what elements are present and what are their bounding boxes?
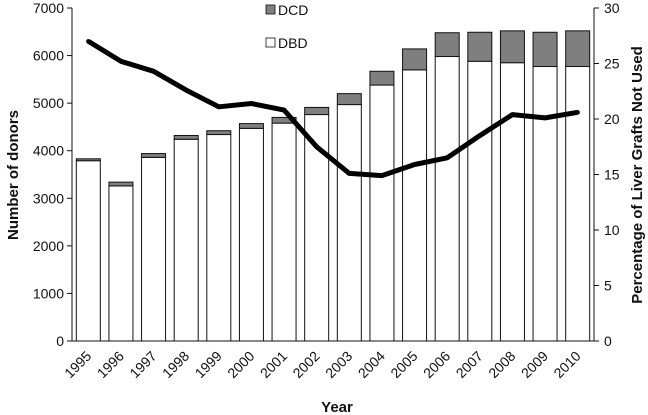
x-tick-label-2004: 2004: [355, 348, 388, 381]
bar-dbd-2007: [467, 60, 493, 342]
bar-dcd-2002: [304, 106, 330, 116]
bar-dbd-2008: [499, 62, 525, 342]
bar-dcd-2003: [336, 93, 362, 106]
bar-dbd-2010: [565, 66, 591, 342]
y-tick-label-1000: 1000: [33, 285, 64, 301]
bar-dcd-2008: [499, 30, 525, 64]
line-point-2004: [379, 173, 385, 178]
y-right-tick-label-0: 0: [604, 333, 612, 349]
line-point-2005: [412, 162, 417, 167]
x-tick-label-1999: 1999: [192, 348, 225, 381]
y-tick-label-7000: 7000: [33, 0, 64, 16]
y-right-tick-label-5: 5: [604, 278, 612, 294]
bar-dbd-1996: [108, 185, 134, 342]
x-tick-label-2002: 2002: [289, 348, 322, 381]
line-point-2002: [314, 144, 319, 149]
bar-dcd-1998: [173, 134, 199, 140]
bar-dcd-2009: [532, 31, 558, 68]
y-tick-label-6000: 6000: [33, 48, 64, 64]
line-point-2010: [575, 110, 580, 115]
x-tick-label-1998: 1998: [159, 348, 192, 381]
line-point-2006: [444, 155, 450, 161]
bar-dbd-1997: [141, 156, 167, 342]
line-point-1999: [216, 104, 222, 109]
x-tick-label-2008: 2008: [485, 348, 518, 381]
y-right-tick-label-25: 25: [604, 56, 620, 72]
y-tick-label-5000: 5000: [33, 95, 64, 111]
line-point-1996: [118, 59, 124, 64]
y-axis-right-title: Percentage of Liver Grafts Not Used: [629, 46, 646, 304]
line-point-2000: [249, 101, 254, 106]
y-tick-label-0: 0: [56, 333, 64, 349]
legend-label-dbd: DBD: [278, 35, 308, 51]
bar-dcd-1999: [206, 130, 232, 136]
x-tick-label-2000: 2000: [224, 348, 257, 381]
x-tick-label-1996: 1996: [94, 348, 127, 381]
bar-dbd-1995: [75, 160, 101, 342]
bar-dbd-2006: [434, 56, 460, 342]
bar-dcd-2007: [467, 31, 493, 62]
x-tick-label-2003: 2003: [322, 348, 355, 381]
y-tick-label-4000: 4000: [33, 143, 64, 159]
y-tick-label-3000: 3000: [33, 190, 64, 206]
line-point-2008: [510, 112, 515, 117]
y-right-tick-label-30: 30: [604, 0, 620, 16]
x-tick-label-2009: 2009: [518, 348, 551, 381]
plot-area: 0 1000 2000 3000 4000 5000 6000 7000 0 5 10 15 20 25 3…: [33, 0, 620, 381]
line-point-2007: [477, 133, 483, 138]
line-point-2009: [542, 115, 548, 121]
bar-dbd-1999: [206, 134, 232, 342]
line-point-1998: [183, 87, 189, 93]
legend-label-dcd: DCD: [278, 2, 308, 18]
bar-dcd-2000: [238, 123, 264, 129]
bar-dcd-1995: [75, 158, 101, 162]
bar-dcd-2004: [369, 70, 395, 86]
y-right-tick-label-20: 20: [604, 111, 620, 127]
legend: DCD DBD: [265, 2, 308, 51]
x-tick-label-2006: 2006: [420, 348, 453, 381]
line-point-1995: [86, 39, 91, 44]
x-tick-label-2010: 2010: [550, 348, 583, 381]
bar-dbd-2000: [238, 127, 264, 342]
x-tick-label-1995: 1995: [61, 348, 94, 381]
bar-dbd-2005: [402, 69, 428, 342]
bar-dcd-1996: [108, 181, 134, 187]
bar-dbd-1998: [173, 138, 199, 342]
bar-dcd-1997: [141, 153, 167, 158]
x-tick-label-2007: 2007: [453, 348, 486, 381]
line-point-2001: [281, 107, 287, 113]
bar-dcd-2010: [565, 30, 591, 68]
bar-dbd-2003: [336, 104, 362, 342]
line-point-1997: [151, 69, 156, 74]
y-tick-label-2000: 2000: [33, 238, 64, 254]
legend-swatch-dcd: [265, 4, 276, 15]
x-tick-label-2005: 2005: [387, 348, 420, 381]
bar-dcd-2006: [434, 32, 460, 58]
line-point-2003: [347, 171, 352, 176]
bar-dbd-2009: [532, 66, 558, 342]
x-tick-label-2001: 2001: [257, 348, 290, 381]
bar-dbd-2004: [369, 84, 395, 342]
bar-dcd-2005: [402, 48, 428, 71]
x-tick-label-1997: 1997: [126, 348, 159, 381]
y-right-tick-label-10: 10: [604, 222, 620, 238]
legend-swatch-dbd: [265, 37, 276, 48]
line-percentage-not-used: [86, 39, 579, 179]
x-axis-title: Year: [321, 399, 353, 415]
y-right-tick-label-15: 15: [604, 167, 620, 183]
y-axis-title: Number of donors: [5, 110, 22, 240]
bar-dbd-2001: [271, 122, 297, 342]
